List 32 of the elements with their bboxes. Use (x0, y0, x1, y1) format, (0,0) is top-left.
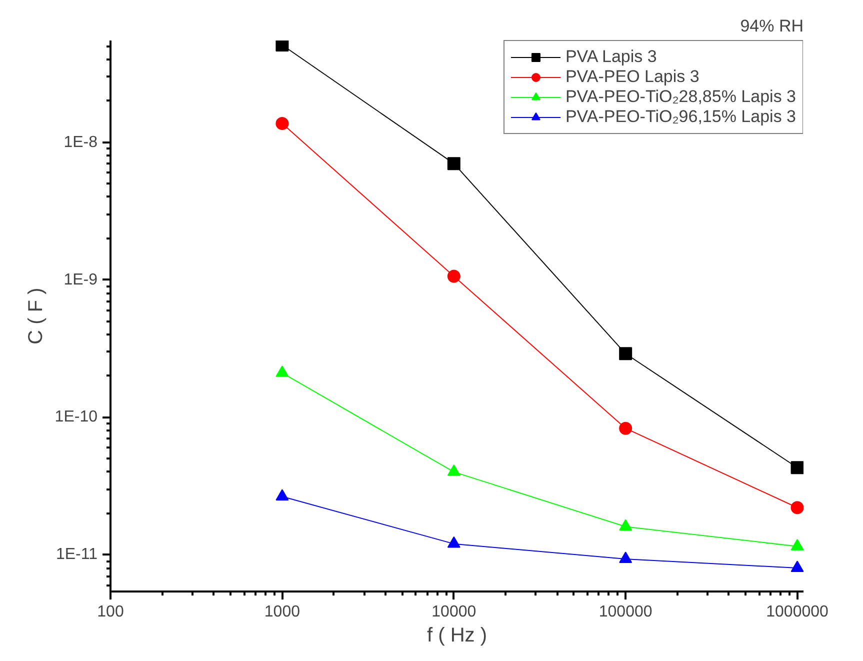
point (447, 270, 460, 283)
point (619, 552, 632, 564)
chart-title: 94% RH (740, 16, 804, 36)
x-tick-label: 1000 (264, 604, 300, 620)
point (276, 117, 289, 130)
point (447, 536, 460, 548)
y-axis-title: C ( F ) (24, 288, 47, 344)
point (619, 347, 632, 360)
point (276, 489, 289, 500)
x-tick-label: 1000000 (766, 604, 829, 620)
point (276, 366, 289, 377)
legend-label: PVA-PEO Lapis 3 (565, 67, 700, 87)
legend-label: PVA-PEO-TiO₂96,15% Lapis 3 (565, 107, 796, 127)
point (790, 538, 804, 550)
y-tick-label: 1E-9 (64, 271, 98, 288)
x-axis-title: f ( Hz ) (427, 624, 488, 646)
point (619, 519, 632, 531)
point (790, 501, 804, 514)
point (447, 157, 460, 170)
point (790, 461, 804, 474)
legend-label: PVA Lapis 3 (565, 47, 657, 67)
x-tick-label: 10000 (432, 604, 476, 620)
point (619, 422, 632, 435)
point (276, 40, 289, 52)
x-tick-label: 100 (97, 604, 124, 620)
y-tick-label: 1E-8 (64, 134, 98, 151)
y-tick-label: 1E-11 (56, 546, 98, 564)
x-tick-label: 100000 (598, 604, 652, 620)
legend-label: PVA-PEO-TiO₂28,85% Lapis 3 (565, 87, 796, 107)
point (447, 464, 460, 476)
point (790, 560, 804, 572)
y-tick-label: 1E-10 (54, 408, 98, 426)
